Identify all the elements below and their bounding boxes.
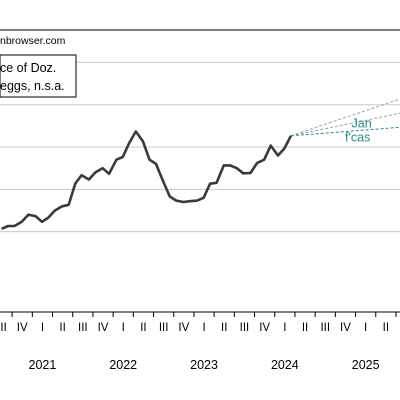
series-line (1, 130, 293, 230)
year-label: 2021 (29, 358, 57, 372)
source-label: nbrowser.com (0, 35, 66, 47)
forecast-line (290, 98, 400, 137)
x-tick-label: IV (178, 322, 189, 334)
x-tick-label: IV (98, 322, 109, 334)
x-tick-label: I (41, 322, 44, 334)
legend: ce of Doz. eggs, n.s.a. (0, 54, 77, 98)
x-tick-label: I (283, 322, 286, 334)
forecast-line (290, 126, 400, 137)
legend-box (0, 54, 77, 98)
series-group (1, 130, 293, 230)
x-tick-label: III (320, 322, 330, 334)
legend-line-1: ce of Doz. (0, 61, 56, 75)
forecast-lines (290, 98, 400, 137)
year-label: 2025 (352, 358, 380, 372)
forecast-annotation: f'cas (345, 130, 370, 144)
x-tick-label: IV (340, 322, 351, 334)
year-label: 2023 (190, 358, 218, 372)
x-tick-label: II (302, 322, 308, 334)
forecast-annotation: Jan (352, 116, 372, 130)
year-label: 2022 (109, 358, 137, 372)
x-tick-label: IV (259, 322, 270, 334)
x-tick-label: I (364, 322, 367, 334)
gridlines (0, 29, 400, 313)
x-tick-label: II (221, 322, 227, 334)
x-tick-label: IV (17, 322, 28, 334)
x-tick-label: II (140, 322, 146, 334)
x-tick-label: I (202, 322, 205, 334)
x-tick-label: III (0, 322, 7, 334)
legend-line-2: eggs, n.s.a. (0, 79, 65, 93)
year-label: 2024 (271, 358, 299, 372)
x-tick-label: II (59, 322, 65, 334)
x-tick-label: III (240, 322, 250, 334)
x-tick-label: II (383, 322, 389, 334)
forecast-line (290, 112, 400, 137)
x-axis: IIIIIIVIIIIIIIVIIIIIIIVIIIIIIIVIIIIIIIVI… (0, 312, 397, 372)
x-tick-label: III (159, 322, 169, 334)
x-tick-label: I (122, 322, 125, 334)
x-tick-label: III (78, 322, 88, 334)
